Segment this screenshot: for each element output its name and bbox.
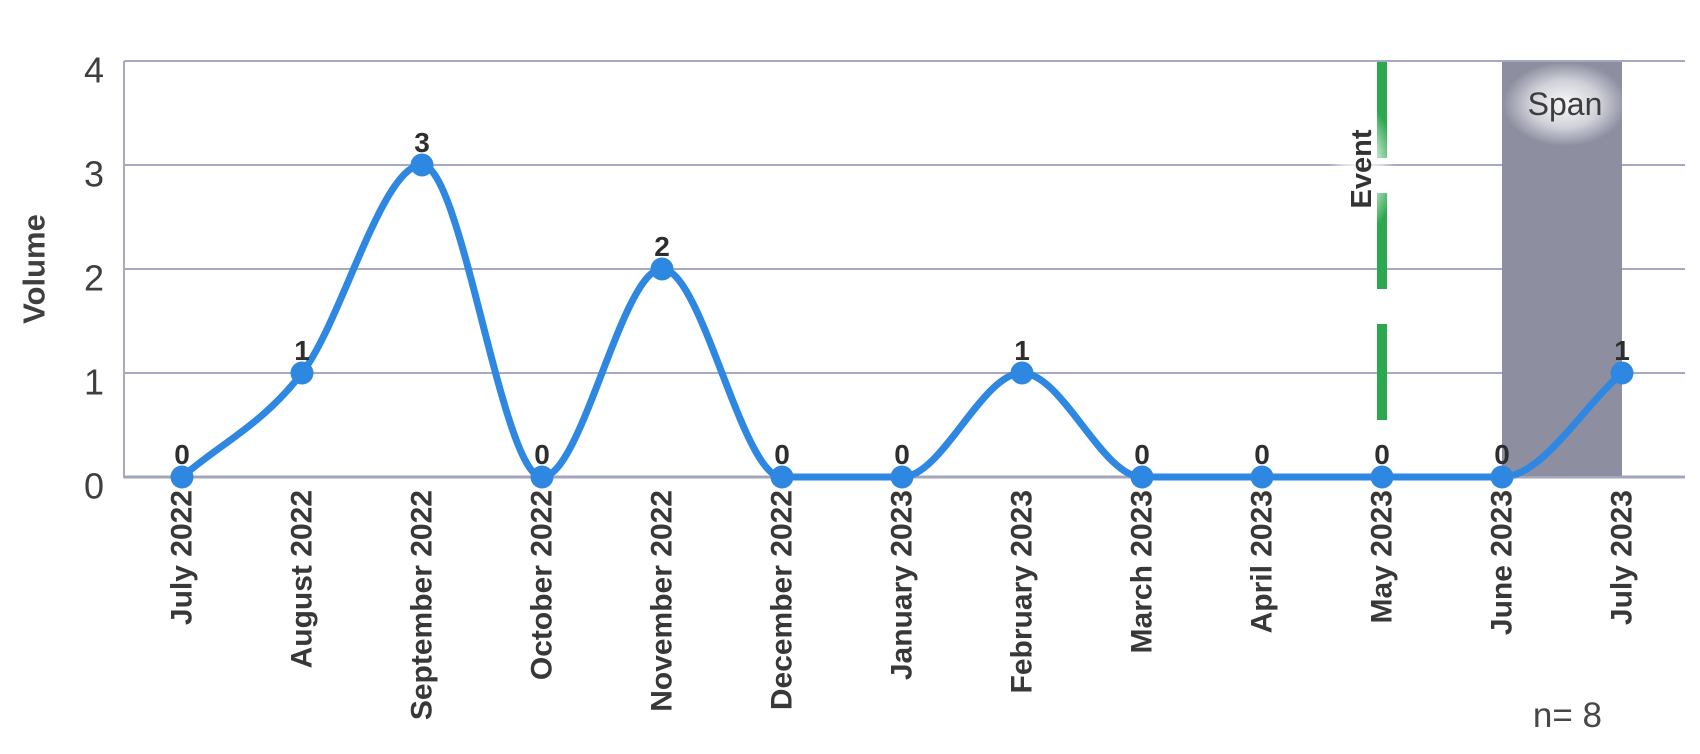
data-point-label: 0: [1374, 439, 1390, 470]
volume-series: 0 1 3 0 2 0 0 1 0 0 0 0 1: [170, 127, 1634, 489]
data-point-marker: [530, 465, 554, 489]
y-axis-title: Volume: [17, 214, 52, 324]
x-axis-label: December 2022: [766, 490, 799, 710]
y-axis-tick-label: 3: [84, 154, 104, 195]
data-point-marker: [1250, 465, 1274, 489]
data-point-label: 0: [174, 439, 190, 470]
data-point-label: 0: [894, 439, 910, 470]
event-label: Event: [1346, 129, 1378, 208]
data-point-label: 3: [414, 127, 430, 158]
x-axis-label: June 2023: [1486, 490, 1519, 635]
data-point-marker: [290, 361, 314, 385]
y-axis-tick-label: 2: [84, 258, 104, 299]
data-point-label: 1: [294, 335, 310, 366]
sample-size-note: n= 8: [1533, 696, 1602, 735]
data-point-marker: [410, 153, 434, 177]
data-point-marker: [890, 465, 914, 489]
data-point-label: 1: [1014, 335, 1030, 366]
y-axis-tick-labels: 0 1 2 3 4: [84, 50, 104, 507]
y-axis-tick-label: 4: [84, 50, 104, 91]
y-axis-tick-label: 0: [84, 466, 104, 507]
y-axis-tick-label: 1: [84, 362, 104, 403]
x-axis-label: September 2022: [406, 490, 439, 720]
x-axis-label: August 2022: [286, 490, 319, 668]
data-point-label: 0: [1134, 439, 1150, 470]
gridlines: [123, 60, 1685, 479]
x-axis-label: February 2023: [1006, 490, 1039, 693]
series-line: [178, 161, 1626, 481]
x-axis-label: July 2022: [166, 490, 199, 625]
x-axis-labels: July 2022 August 2022 September 2022 Octobe…: [166, 490, 1639, 720]
span-label-glow: [1503, 62, 1627, 146]
event-label-glow: [1328, 105, 1396, 233]
data-point-marker: [1010, 361, 1034, 385]
x-axis-label: November 2022: [646, 490, 679, 712]
x-axis-label: April 2023: [1246, 490, 1279, 633]
x-axis-label: May 2023: [1366, 490, 1399, 623]
data-point-marker: [770, 465, 794, 489]
data-point-label: 2: [654, 231, 670, 262]
data-point-marker: [650, 257, 674, 281]
data-point-marker: [1370, 465, 1394, 489]
x-axis-label: January 2023: [886, 490, 919, 680]
data-point-label: 0: [1254, 439, 1270, 470]
span-label: Span: [1528, 86, 1603, 122]
data-point-marker: [1610, 361, 1634, 385]
data-point-label: 0: [1494, 439, 1510, 470]
x-axis-label: July 2023: [1606, 490, 1639, 625]
annotation-labels: Volume Event Span n= 8: [17, 86, 1603, 735]
data-point-marker: [1490, 465, 1514, 489]
label-glows: [1328, 62, 1627, 233]
x-axis-label: March 2023: [1126, 490, 1159, 653]
data-point-marker: [1130, 465, 1154, 489]
data-point-marker: [170, 465, 194, 489]
data-point-label: 1: [1614, 335, 1630, 366]
data-point-label: 0: [774, 439, 790, 470]
x-axis-label: October 2022: [526, 490, 559, 680]
data-point-label: 0: [534, 439, 550, 470]
